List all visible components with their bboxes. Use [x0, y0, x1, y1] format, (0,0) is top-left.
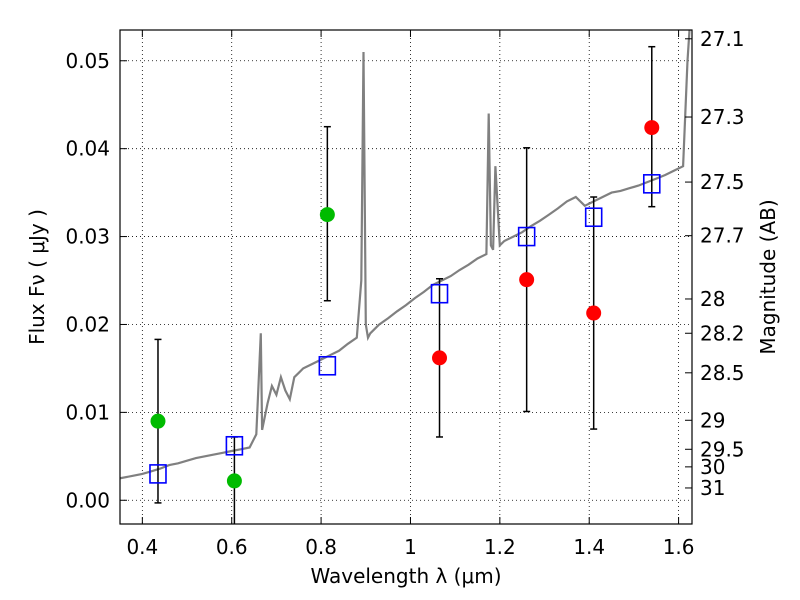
y-right-axis-label: Magnitude (AB) — [756, 199, 780, 354]
magnitude-tick-label: 27.1 — [700, 27, 745, 51]
y-axis-label: Flux Fν ( μJy ) — [25, 209, 49, 345]
magnitude-tick-label: 31 — [700, 476, 725, 500]
magnitude-tick-label: 29.5 — [700, 437, 745, 461]
x-tick-label: 0.4 — [126, 535, 158, 559]
y-tick-label: 0.00 — [65, 488, 110, 512]
plot-frame — [119, 29, 693, 525]
x-tick-label: 1 — [404, 535, 417, 559]
observed-point-marker — [432, 350, 448, 366]
tick-layer: 0.4 0.6 0.8 1 1.2 1.4 1.6 0.00 0.01 0.02 0.03 0.04 0… — [65, 27, 744, 559]
model-square-marker — [225, 435, 244, 456]
x-tick-label: 1.2 — [484, 535, 516, 559]
magnitude-tick-label: 28.5 — [700, 361, 745, 385]
observed-point-marker — [319, 207, 335, 223]
observed-point-marker — [226, 473, 242, 489]
magnitude-tick-label: 27.7 — [700, 224, 745, 248]
y-tick-label: 0.05 — [65, 49, 110, 73]
magnitude-tick-label: 28 — [700, 287, 725, 311]
magnitude-tick-label: 29 — [700, 408, 725, 432]
x-tick-label: 1.4 — [573, 535, 605, 559]
model-square-marker — [642, 174, 661, 194]
data-layer — [120, 30, 691, 524]
magnitude-tick-label: 27.3 — [700, 105, 745, 129]
x-axis-label: Wavelength λ (μm) — [310, 564, 501, 588]
y-tick-label: 0.04 — [65, 137, 110, 161]
y-tick-label: 0.01 — [65, 400, 110, 424]
observed-point-marker — [586, 305, 602, 321]
sed-line — [120, 30, 691, 480]
y-tick-label: 0.02 — [65, 312, 110, 336]
x-tick-label: 1.6 — [663, 535, 695, 559]
model-square-marker — [584, 207, 603, 228]
observed-point-marker — [644, 120, 660, 136]
model-square-marker — [517, 226, 536, 247]
magnitude-tick-label: 30 — [700, 455, 725, 479]
x-tick-label: 0.8 — [305, 535, 337, 559]
model-square-marker — [149, 464, 167, 484]
model-square-marker — [430, 283, 449, 304]
magnitude-tick-label: 28.2 — [700, 321, 745, 345]
magnitude-tick-label: 27.5 — [700, 170, 745, 194]
observed-point-marker — [519, 272, 535, 288]
model-square-marker — [318, 355, 337, 376]
observed-point-marker — [150, 413, 166, 429]
grid-layer — [120, 30, 692, 524]
x-tick-label: 0.6 — [216, 535, 248, 559]
y-tick-label: 0.03 — [65, 225, 110, 249]
